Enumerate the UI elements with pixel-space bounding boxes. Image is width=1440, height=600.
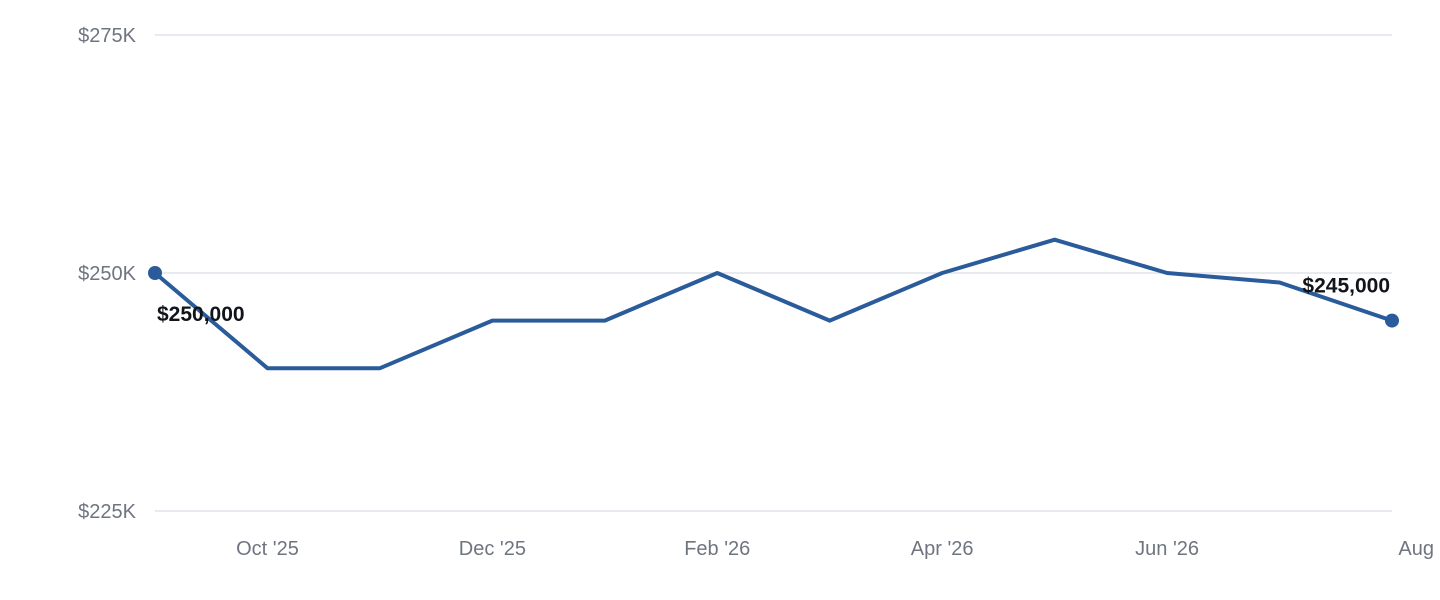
x-tick-label: Jun '26 bbox=[1135, 538, 1199, 560]
endpoint-marker bbox=[1385, 313, 1399, 328]
x-tick-label: Dec '25 bbox=[459, 538, 526, 560]
series-layer bbox=[148, 237, 1399, 371]
endpoint-marker bbox=[148, 266, 162, 280]
y-tick-label: $275K bbox=[78, 25, 136, 47]
x-tick-label: Aug '26 bbox=[1398, 538, 1440, 560]
y-tick-label: $250K bbox=[78, 263, 136, 285]
y-axis-ticks: $275K $250K $225K bbox=[78, 25, 136, 523]
x-tick-label: Feb '26 bbox=[684, 538, 750, 560]
y-tick-label: $225K bbox=[78, 501, 136, 523]
data-label: $245,000 bbox=[1302, 275, 1390, 298]
grid-lines bbox=[155, 34, 1392, 512]
x-tick-label: Apr '26 bbox=[911, 538, 974, 560]
data-label: $250,000 bbox=[157, 303, 245, 326]
data-labels: $250,000 $245,000 bbox=[157, 275, 1390, 326]
x-axis-ticks: Oct '25 Dec '25 Feb '26 Apr '26 Jun '26 Aug '… bbox=[236, 538, 1440, 560]
series-line-0 bbox=[153, 237, 1394, 371]
x-tick-label: Oct '25 bbox=[236, 538, 299, 560]
